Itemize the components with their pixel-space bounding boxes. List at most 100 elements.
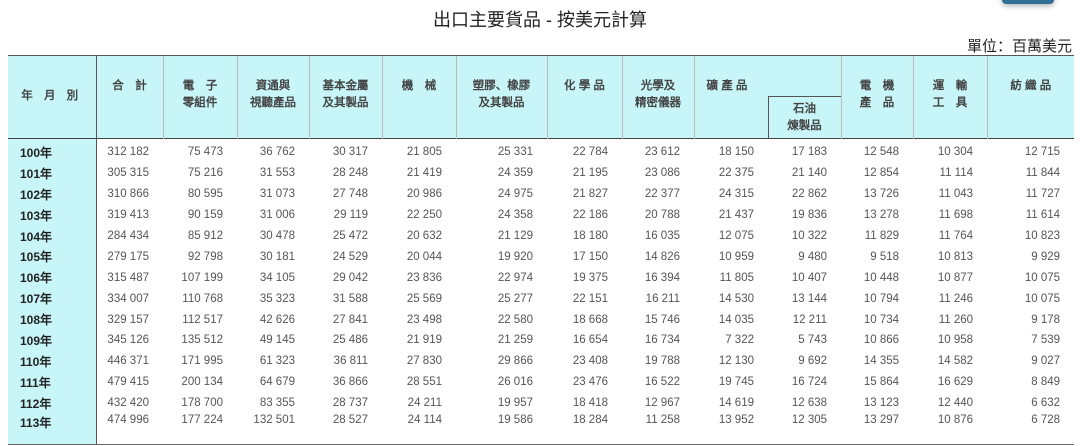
- header-total: 合 計: [95, 55, 163, 139]
- cell-total: 446 371: [107, 355, 149, 368]
- cell-machinery: 23 836: [406, 271, 442, 284]
- cell-machinery: 20 044: [406, 250, 442, 263]
- cell-metal: 29 119: [333, 209, 368, 222]
- cell-textiles: 10 075: [1024, 292, 1061, 305]
- cell-oil: 10 407: [791, 271, 828, 284]
- cell-machinery: 23 498: [406, 313, 442, 326]
- cell-oil: 9 480: [798, 250, 828, 263]
- cell-electronic: 171 995: [181, 355, 223, 368]
- cell-metal: 29 042: [332, 271, 368, 284]
- cell-ict: 30 181: [259, 250, 295, 263]
- cell-metal: 28 737: [332, 397, 368, 410]
- cell-optical: 11 258: [622, 413, 694, 445]
- cell-mineral: 22 375: [718, 167, 754, 180]
- cell-mineral: 7 322: [725, 334, 754, 347]
- export-table: 年 月 別 合 計 電 子 零組件 資通與 視聽產品 基本金屬 及其製品 機 械…: [8, 55, 1075, 445]
- table-row: 107年 334 007 110 768 35 323 31 588 25 569 25 2…: [8, 288, 1074, 310]
- cell-plastics: 21 129: [497, 230, 533, 242]
- cell-metal: 30 317: [332, 146, 368, 159]
- cell-mineral: 21 437: [718, 209, 754, 222]
- cell-year: 104年: [8, 225, 97, 247]
- cell-total: 312 182: [107, 146, 149, 159]
- cell-textiles: 9 178: [1031, 313, 1061, 326]
- cell-metal: 25 486: [332, 334, 368, 347]
- cell-year: 103年: [8, 204, 97, 226]
- cell-optical: 14 826: [644, 250, 680, 263]
- cell-electrical: 15 864: [863, 376, 900, 389]
- cell-chemicals: 23 476: [572, 376, 608, 389]
- cell-transport: 10 304: [937, 146, 974, 159]
- cell-plastics: 26 016: [497, 376, 533, 389]
- cell-year: 113年: [8, 413, 97, 445]
- cell-oil: 22 862: [791, 188, 828, 201]
- cell-electrical: 12 854: [863, 167, 900, 180]
- cell-metal: 27 841: [332, 313, 368, 326]
- cell-mineral: 19 745: [718, 376, 754, 389]
- cell-optical: 16 211: [645, 292, 680, 305]
- page-title: 出口主要貨品 - 按美元計算: [433, 10, 647, 30]
- cell-total: 474 996: [96, 413, 163, 445]
- top-button[interactable]: [1002, 0, 1054, 4]
- cell-ict: 42 626: [259, 313, 295, 326]
- cell-textiles: 6 728: [987, 413, 1075, 445]
- cell-metal: 31 588: [332, 292, 368, 305]
- cell-total: 479 415: [107, 376, 149, 389]
- cell-mineral: 14 035: [718, 313, 754, 326]
- cell-plastics: 22 974: [497, 271, 533, 284]
- cell-optical: 16 035: [644, 230, 680, 242]
- cell-optical: 19 788: [644, 355, 680, 368]
- cell-transport: 11 260: [938, 313, 974, 326]
- cell-plastics: 29 866: [497, 355, 533, 368]
- cell-electronic: 112 517: [182, 313, 223, 326]
- cell-textiles: 8 849: [1031, 376, 1061, 389]
- cell-electronic: 110 768: [182, 292, 223, 305]
- unit-label: 單位：百萬美元: [966, 38, 1072, 55]
- cell-ict: 31 006: [259, 209, 295, 222]
- cell-electrical: 10 734: [863, 313, 900, 326]
- cell-electronic: 177 224: [163, 413, 237, 445]
- header-ict: 資通與 視聽產品: [236, 55, 309, 139]
- cell-transport: 11 698: [938, 209, 974, 222]
- cell-metal: 28 527: [309, 413, 382, 445]
- header-mineral: 礦 產 品: [693, 55, 842, 97]
- cell-electronic: 200 134: [181, 376, 223, 389]
- cell-year: 100年: [8, 138, 97, 163]
- cell-machinery: 25 569: [406, 292, 442, 305]
- cell-chemicals: 23 408: [572, 355, 608, 368]
- cell-oil: 21 140: [791, 167, 828, 180]
- cell-chemicals: 18 668: [572, 313, 608, 326]
- cell-plastics: 24 358: [497, 209, 533, 222]
- table-row: 112年 432 420 178 700 83 355 28 737 24 211 19 9…: [8, 392, 1074, 414]
- cell-transport: 11 043: [938, 188, 974, 201]
- header-textiles: 紡 織 品: [986, 55, 1075, 139]
- cell-textiles: 12 715: [1024, 146, 1061, 159]
- cell-transport: 16 629: [937, 376, 974, 389]
- cell-transport: 10 876: [913, 413, 988, 445]
- cell-transport: 14 582: [937, 355, 974, 368]
- cell-optical: 23 086: [644, 167, 680, 180]
- cell-total: 334 007: [107, 292, 149, 305]
- cell-machinery: 24 114: [382, 413, 456, 445]
- table-row: 105年 279 175 92 798 30 181 24 529 20 044 19 92…: [8, 246, 1074, 268]
- cell-year: 102年: [8, 183, 97, 205]
- header-optical: 光學及 精密儀器: [621, 55, 694, 139]
- cell-electrical: 10 866: [863, 334, 900, 347]
- cell-optical: 16 734: [644, 334, 680, 347]
- cell-chemicals: 16 654: [572, 334, 608, 347]
- cell-plastics: 19 586: [456, 413, 547, 445]
- cell-electronic: 135 512: [181, 334, 223, 347]
- header-machinery: 機 械: [381, 55, 456, 139]
- cell-chemicals: 19 375: [572, 271, 608, 284]
- cell-transport: 10 813: [937, 250, 974, 263]
- cell-mineral: 10 959: [718, 250, 754, 263]
- cell-ict: 35 323: [259, 292, 295, 305]
- cell-metal: 36 866: [332, 376, 368, 389]
- table-row: 106年 315 487 107 199 34 105 29 042 23 836 22 9…: [8, 267, 1074, 289]
- cell-chemicals: 18 180: [572, 230, 608, 242]
- cell-machinery: 24 211: [407, 397, 442, 410]
- cell-machinery: 22 250: [406, 209, 442, 222]
- cell-metal: 28 248: [332, 167, 368, 180]
- cell-textiles: 10 823: [1024, 230, 1061, 242]
- cell-plastics: 25 331: [497, 146, 533, 159]
- cell-chemicals: 22 186: [572, 209, 608, 222]
